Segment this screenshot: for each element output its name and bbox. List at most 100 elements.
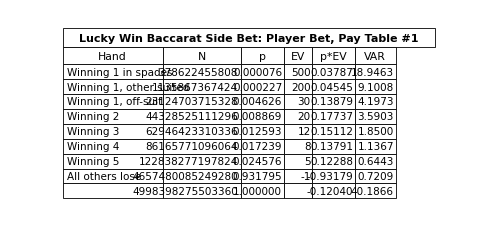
Text: 4657480085249280: 4657480085249280 [132, 171, 238, 181]
Text: All others lose: All others lose [66, 171, 140, 181]
Text: 0.931795: 0.931795 [232, 171, 282, 181]
Text: Winning 1, off-suit: Winning 1, off-suit [66, 97, 162, 107]
Text: 1.8500: 1.8500 [357, 127, 393, 137]
Bar [62, 109, 163, 124]
Text: 0.000227: 0.000227 [232, 82, 282, 92]
Text: Winning 2: Winning 2 [66, 112, 119, 122]
Bar [62, 124, 163, 139]
Bar [354, 124, 395, 139]
Bar [311, 48, 354, 65]
Text: 86165771096064: 86165771096064 [145, 142, 238, 151]
Text: 30: 30 [297, 97, 310, 107]
Bar [62, 154, 163, 169]
Text: 4.1973: 4.1973 [357, 97, 393, 107]
Text: 0.012593: 0.012593 [232, 127, 282, 137]
Bar [163, 65, 241, 80]
Bar [241, 169, 283, 184]
Text: 3.5903: 3.5903 [357, 112, 393, 122]
Text: 9.1008: 9.1008 [357, 82, 393, 92]
Bar [241, 139, 283, 154]
Text: 4998398275503360: 4998398275503360 [132, 186, 238, 196]
Bar [354, 109, 395, 124]
Bar [311, 80, 354, 94]
Text: 200: 200 [290, 82, 310, 92]
Bar [163, 80, 241, 94]
Bar [283, 94, 311, 109]
Text: 500: 500 [290, 67, 310, 77]
Text: 0.17737: 0.17737 [309, 112, 352, 122]
Text: 0.12288: 0.12288 [309, 156, 352, 166]
Text: 0.13791: 0.13791 [309, 142, 352, 151]
Bar [62, 29, 434, 48]
Bar [62, 65, 163, 80]
Bar [241, 154, 283, 169]
Bar [311, 169, 354, 184]
Bar [62, 184, 163, 198]
Bar [163, 169, 241, 184]
Text: Winning 1, other suited: Winning 1, other suited [66, 82, 188, 92]
Text: 1.1367: 1.1367 [357, 142, 393, 151]
Text: 44328525111296: 44328525111296 [145, 112, 238, 122]
Text: 0.04545: 0.04545 [309, 82, 352, 92]
Bar [354, 139, 395, 154]
Bar [311, 139, 354, 154]
Bar [283, 80, 311, 94]
Bar [241, 65, 283, 80]
Bar [163, 94, 241, 109]
Bar [354, 154, 395, 169]
Bar [354, 80, 395, 94]
Text: Winning 1 in spades: Winning 1 in spades [66, 67, 172, 77]
Bar [283, 124, 311, 139]
Text: p*EV: p*EV [319, 52, 346, 62]
Text: 0.008869: 0.008869 [232, 112, 282, 122]
Bar [62, 169, 163, 184]
Bar [311, 124, 354, 139]
Text: 20: 20 [297, 112, 310, 122]
Bar [283, 139, 311, 154]
Bar [241, 124, 283, 139]
Text: 40.1866: 40.1866 [350, 186, 393, 196]
Bar [283, 65, 311, 80]
Bar [311, 154, 354, 169]
Bar [241, 184, 283, 198]
Bar [311, 184, 354, 198]
Bar [311, 109, 354, 124]
Bar [283, 184, 311, 198]
Text: 5: 5 [303, 156, 310, 166]
Text: -0.12040: -0.12040 [306, 186, 352, 196]
Text: EV: EV [290, 52, 304, 62]
Bar [354, 184, 395, 198]
Text: 62946423310336: 62946423310336 [145, 127, 238, 137]
Bar [241, 48, 283, 65]
Text: N: N [197, 52, 206, 62]
Text: Lucky Win Baccarat Side Bet: Player Bet, Pay Table #1: Lucky Win Baccarat Side Bet: Player Bet,… [78, 34, 417, 43]
Text: Winning 5: Winning 5 [66, 156, 119, 166]
Bar [163, 48, 241, 65]
Text: 0.024576: 0.024576 [232, 156, 282, 166]
Bar [354, 94, 395, 109]
Bar [354, 48, 395, 65]
Text: 8: 8 [303, 142, 310, 151]
Text: Winning 4: Winning 4 [66, 142, 119, 151]
Text: -0.93179: -0.93179 [305, 171, 352, 181]
Text: 0.000076: 0.000076 [233, 67, 282, 77]
Text: 0.004626: 0.004626 [232, 97, 282, 107]
Bar [311, 94, 354, 109]
Bar [62, 139, 163, 154]
Bar [283, 48, 311, 65]
Bar [163, 124, 241, 139]
Text: 18.9463: 18.9463 [350, 67, 393, 77]
Bar [311, 65, 354, 80]
Bar [241, 80, 283, 94]
Text: 12: 12 [297, 127, 310, 137]
Bar [283, 154, 311, 169]
Text: 0.03787: 0.03787 [309, 67, 352, 77]
Text: 23124703715328: 23124703715328 [145, 97, 238, 107]
Bar [283, 109, 311, 124]
Text: p: p [258, 52, 265, 62]
Text: 1135867367424: 1135867367424 [151, 82, 238, 92]
Bar [163, 184, 241, 198]
Bar [241, 109, 283, 124]
Text: VAR: VAR [363, 52, 385, 62]
Bar [163, 154, 241, 169]
